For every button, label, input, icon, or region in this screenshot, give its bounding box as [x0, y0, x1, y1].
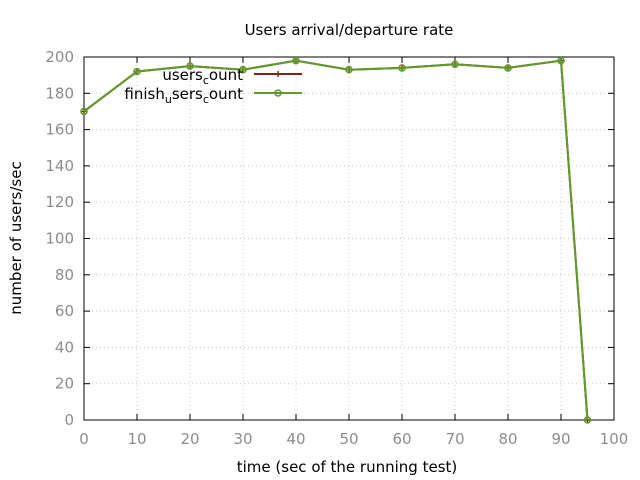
legend: userscount finishuserscount	[124, 66, 302, 106]
x-tick-label: 10	[127, 430, 146, 448]
data-point-finish-users-count	[504, 64, 512, 72]
x-tick-label: 80	[498, 430, 517, 448]
y-tick-label: 180	[45, 84, 74, 102]
y-axis-label: number of users/sec	[7, 161, 25, 314]
grid-lines	[84, 57, 614, 420]
y-tick-label: 80	[55, 266, 74, 284]
data-point-finish-users-count	[557, 56, 565, 65]
x-tick-label: 50	[339, 430, 358, 448]
data-point-finish-users-count	[583, 416, 592, 424]
x-tick-label: 70	[445, 430, 464, 448]
x-tick-label: 90	[551, 430, 570, 448]
y-tick-label: 160	[45, 121, 74, 139]
x-tick-label: 40	[286, 430, 305, 448]
series-line-users-count	[83, 59, 589, 421]
x-tick-label: 30	[233, 430, 252, 448]
legend-marker	[274, 89, 282, 97]
data-point-finish-users-count	[80, 107, 88, 116]
data-point-finish-users-count	[239, 65, 247, 74]
y-tick-label: 40	[55, 338, 74, 356]
legend-label-users-count: userscount	[162, 66, 243, 87]
axis-ticks: 0 10 20 30 40 50 60 70 80 90 100 0 20 40 60 80 100 120 140…	[45, 48, 628, 448]
x-tick-label: 60	[392, 430, 411, 448]
data-point-finish-users-count	[345, 65, 353, 74]
data-point-finish-users-count	[451, 60, 459, 69]
y-tick-label: 100	[45, 230, 74, 248]
legend-label-finish-users-count: finishuserscount	[124, 85, 243, 106]
y-tick-label: 0	[64, 411, 74, 429]
x-axis-label: time (sec of the running test)	[237, 458, 458, 476]
chart-title: Users arrival/departure rate	[245, 21, 454, 39]
y-tick-label: 20	[55, 375, 74, 393]
data-point-finish-users-count	[292, 56, 300, 65]
x-tick-label: 100	[600, 430, 629, 448]
legend-marker	[275, 71, 281, 77]
x-tick-label: 0	[79, 430, 89, 448]
y-tick-label: 120	[45, 193, 74, 211]
data-point-finish-users-count	[133, 67, 141, 76]
x-tick-label: 20	[180, 430, 199, 448]
data-point-finish-users-count	[398, 64, 406, 72]
y-tick-label: 140	[45, 157, 74, 175]
series-group	[80, 56, 592, 424]
series-line-finish-users-count	[83, 59, 589, 421]
y-tick-label: 60	[55, 302, 74, 320]
y-tick-label: 200	[45, 48, 74, 66]
data-point-finish-users-count	[186, 62, 194, 70]
